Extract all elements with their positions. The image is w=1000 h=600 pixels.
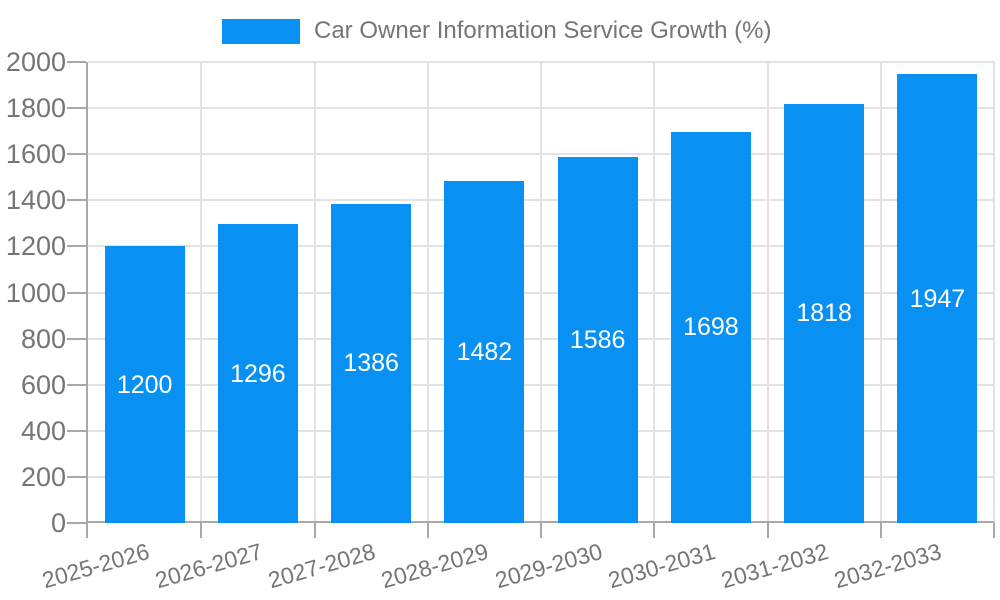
bar[interactable]: 1947: [897, 74, 978, 523]
bar[interactable]: 1200: [104, 246, 185, 523]
bar-value-label: 1386: [343, 349, 399, 378]
y-tick-label: 2000: [5, 47, 66, 77]
gridline-vertical: [879, 62, 882, 523]
y-tick-label: 1000: [5, 277, 66, 308]
gridline-vertical: [766, 62, 769, 523]
y-axis-tick: [67, 199, 86, 202]
y-tick-label: 0: [50, 508, 66, 538]
x-axis-tick: [766, 523, 769, 538]
bar-value-label: 1296: [230, 359, 286, 388]
y-tick-label: 1200: [5, 231, 66, 262]
y-tick-label: 200: [20, 461, 66, 492]
y-axis-tick: [67, 291, 86, 294]
bar[interactable]: 1482: [444, 181, 525, 523]
gridline-vertical: [200, 62, 203, 523]
x-axis-tick: [653, 523, 656, 538]
x-axis-tick: [86, 523, 88, 538]
y-axis-tick: [67, 245, 86, 248]
bar-value-label: 1482: [456, 338, 513, 367]
x-axis-tick: [426, 523, 429, 538]
x-axis-tick: [879, 523, 882, 538]
x-axis-tick: [200, 523, 203, 538]
bar[interactable]: 1698: [670, 131, 751, 523]
y-tick-label: 1800: [5, 93, 66, 124]
y-axis-tick: [67, 61, 86, 63]
y-tick-label: 1400: [5, 185, 66, 216]
y-tick-label: 1600: [5, 139, 66, 170]
y-tick-label: 800: [20, 323, 66, 354]
y-axis-tick: [67, 429, 86, 432]
y-axis-tick: [67, 153, 86, 156]
bar[interactable]: 1296: [217, 224, 298, 523]
y-axis-tick: [67, 522, 86, 524]
gridline-vertical: [313, 62, 316, 523]
bar[interactable]: 1386: [331, 203, 412, 523]
x-axis-tick: [540, 523, 542, 538]
y-tick-label: 400: [20, 415, 66, 446]
y-axis-tick: [67, 107, 86, 110]
gridline-vertical: [993, 62, 995, 523]
gridline-vertical: [653, 62, 656, 523]
legend-label: Car Owner Information Service Growth (%): [314, 17, 772, 44]
legend-swatch-icon: [222, 18, 300, 44]
y-axis-tick: [67, 337, 86, 340]
y-tick-label: 600: [20, 369, 66, 400]
bar-value-label: 1586: [569, 326, 626, 355]
y-axis-line: [86, 62, 88, 523]
x-axis-tick: [993, 523, 995, 538]
gridline-vertical: [426, 62, 429, 523]
gridline-vertical: [540, 62, 542, 523]
y-axis-tick: [67, 475, 86, 478]
bar[interactable]: 1586: [557, 157, 638, 523]
bar[interactable]: 1818: [784, 103, 865, 523]
x-axis-line: [86, 521, 994, 523]
bar-value-label: 1200: [116, 370, 173, 399]
bar-value-label: 1947: [909, 284, 966, 313]
bar-value-label: 1818: [796, 299, 852, 328]
chart-legend[interactable]: Car Owner Information Service Growth (%): [222, 17, 771, 45]
x-axis-tick: [313, 523, 316, 538]
y-axis-tick: [67, 383, 86, 386]
bar-value-label: 1698: [683, 313, 739, 342]
